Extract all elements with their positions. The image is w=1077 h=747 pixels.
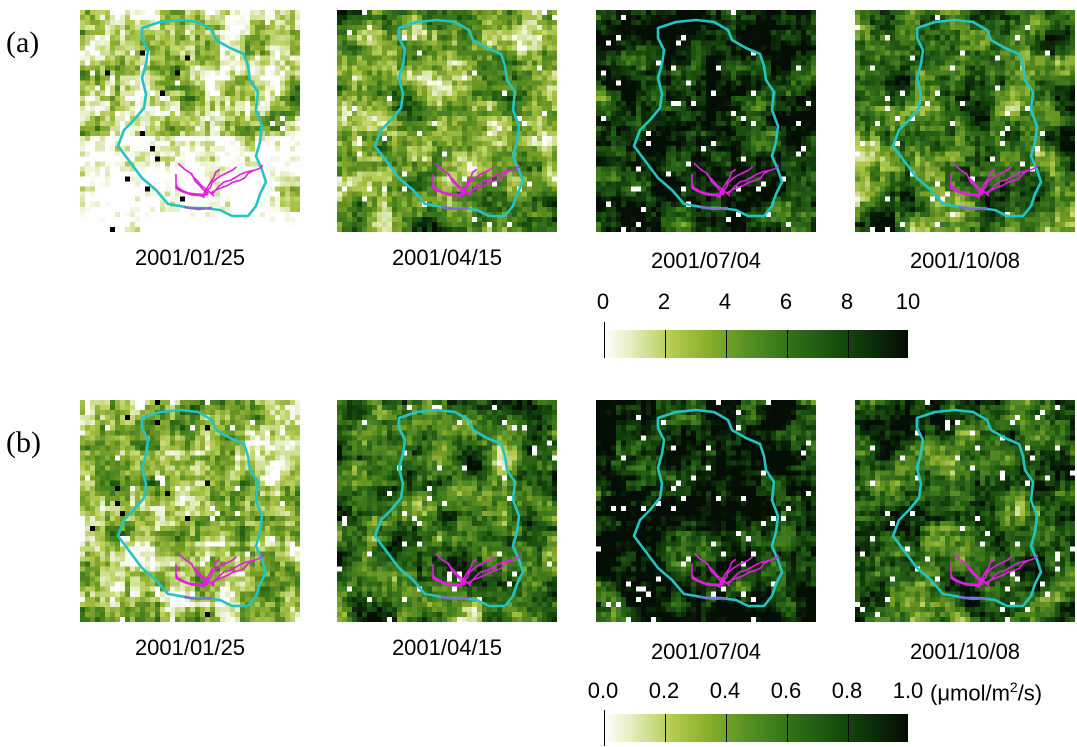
river-network — [175, 552, 263, 589]
colorbar-a-label-5: 10 — [895, 289, 921, 314]
river-network — [175, 162, 263, 199]
colorbar-a-label-2: 4 — [718, 289, 732, 314]
river-network — [432, 162, 520, 199]
river-outlet — [440, 205, 470, 211]
colorbar-a-label-4: 8 — [840, 289, 854, 314]
map-overlay — [891, 18, 1043, 218]
colorbar-a-tick — [787, 330, 788, 358]
date-a-2: 2001/04/15 — [391, 245, 503, 270]
river-outlet — [699, 595, 729, 601]
catchment-boundary — [373, 408, 525, 608]
catchment-boundary — [632, 408, 784, 608]
colorbar-a-tick — [604, 322, 605, 358]
catchment-boundary — [891, 408, 1043, 608]
map-a-1 — [80, 10, 300, 232]
river-outlet — [958, 595, 988, 601]
river-network — [691, 552, 779, 589]
catchment-boundary — [891, 18, 1043, 218]
colorbar-a-label-3: 6 — [779, 289, 793, 314]
colorbar-b-label-0: 0.0 — [587, 678, 619, 703]
catchment-boundary — [116, 408, 268, 608]
unit-suffix: /s) — [1017, 680, 1043, 706]
colorbar-b-label-1: 0.2 — [648, 678, 680, 703]
date-b-1: 2001/01/25 — [134, 635, 246, 660]
panel-label-b: (b) — [6, 426, 41, 459]
map-overlay — [116, 408, 268, 608]
river-network — [950, 552, 1038, 589]
map-overlay — [891, 408, 1043, 608]
map-overlay — [373, 408, 525, 608]
colorbar-b-label-3: 0.6 — [770, 678, 802, 703]
map-a-2 — [337, 10, 557, 232]
map-overlay — [632, 18, 784, 218]
colorbar-a-label-0: 0 — [596, 289, 610, 314]
date-a-4: 2001/10/08 — [909, 248, 1021, 273]
map-b-4 — [855, 400, 1075, 622]
river-outlet — [440, 595, 470, 601]
colorbar-b-tick — [665, 714, 666, 742]
colorbar-a-tick — [848, 330, 849, 358]
river-outlet — [183, 595, 213, 601]
map-b-2 — [337, 400, 557, 622]
map-overlay — [116, 18, 268, 218]
panel-label-a: (a) — [6, 26, 40, 59]
date-a-3: 2001/07/04 — [650, 248, 762, 273]
colorbar-b-tick — [787, 714, 788, 742]
river-outlet — [183, 205, 213, 211]
river-outlet — [699, 205, 729, 211]
river-outlet — [958, 205, 988, 211]
colorbar-b-gradient — [604, 714, 908, 742]
river-network — [432, 552, 520, 589]
colorbar-a-label-1: 2 — [657, 289, 671, 314]
unit-prefix: (μmol/m — [930, 680, 1010, 706]
colorbar-b-label-2: 0.4 — [709, 678, 741, 703]
colorbar-a-gradient — [604, 330, 908, 358]
river-network — [691, 162, 779, 199]
catchment-boundary — [373, 18, 525, 218]
colorbar-b-tick — [848, 714, 849, 742]
colorbar-b-label-5: 1.0 — [892, 678, 924, 703]
colorbar-a-tick — [665, 330, 666, 358]
map-a-3 — [596, 10, 816, 232]
colorbar-b-tick — [726, 714, 727, 742]
map-b-3 — [596, 400, 816, 622]
map-a-4 — [855, 10, 1075, 232]
date-b-4: 2001/10/08 — [909, 639, 1021, 664]
unit-exponent: 2 — [1009, 679, 1018, 695]
catchment-boundary — [116, 18, 268, 218]
colorbar-b-tick — [604, 710, 605, 746]
map-b-1 — [80, 400, 300, 622]
map-overlay — [632, 408, 784, 608]
date-b-2: 2001/04/15 — [391, 635, 503, 660]
date-a-1: 2001/01/25 — [134, 245, 246, 270]
colorbar-b-label-4: 0.8 — [831, 678, 863, 703]
date-b-3: 2001/07/04 — [650, 639, 762, 664]
river-network — [950, 162, 1038, 199]
colorbar-a-tick — [726, 330, 727, 358]
map-overlay — [373, 18, 525, 218]
colorbar-b-unit: (μmol/m2/s) — [930, 680, 1042, 704]
catchment-boundary — [632, 18, 784, 218]
